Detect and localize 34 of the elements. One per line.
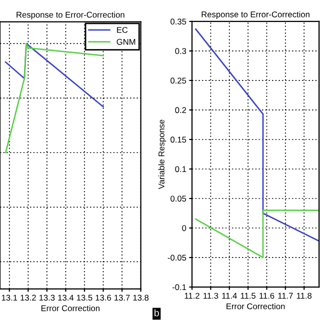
x-tick-label: 11.3 [204, 292, 218, 299]
x-tick-label: 11.6 [260, 292, 274, 299]
line-series [195, 28, 320, 242]
y-tick-label: 0.15 [170, 136, 186, 143]
y-tick-label: 0.1 [175, 166, 186, 172]
y-tick-label: -0.1 [172, 284, 186, 290]
x-tick-label: 13.5 [77, 294, 92, 301]
x-tick-label: 11.7 [278, 292, 293, 299]
x-tick-label: 13.3 [39, 294, 55, 301]
y-tick-label: 0 [182, 225, 186, 232]
x-tick-label: 11.5 [240, 292, 256, 299]
y-tick-label: 0.05 [170, 196, 186, 202]
x-tick-label: 11.8 [296, 292, 312, 299]
legend-label: EC [117, 26, 128, 33]
x-tick-label: 13.1 [2, 294, 18, 301]
x-tick-label: 11.2 [184, 292, 200, 299]
chart-title: Response to Error-Correction [202, 11, 310, 20]
x-tick-label: 13.4 [58, 294, 74, 301]
text: b [154, 309, 159, 316]
x-axis-title: Error Correction [226, 303, 285, 310]
y-tick-label: 0.25 [170, 78, 186, 84]
x-tick-label: 13.8 [133, 294, 149, 301]
x-tick-label: 11.4 [222, 292, 237, 299]
y-tick-label: 0.2 [175, 107, 186, 114]
y-tick-label: 0.35 [170, 18, 186, 25]
x-tick-label: 13.7 [114, 294, 130, 301]
y-tick-label: -0.05 [168, 254, 186, 261]
y-tick-label: 0.3 [175, 48, 186, 54]
x-tick-label: 13.2 [20, 294, 36, 301]
x-tick-label: 13.6 [96, 294, 111, 301]
y-axis-title: Variable Response [158, 120, 166, 190]
x-axis-title: Error Correction [41, 305, 100, 312]
chart-title: Response to Error-Correction [16, 12, 124, 20]
legend-label: GNM [116, 38, 136, 45]
